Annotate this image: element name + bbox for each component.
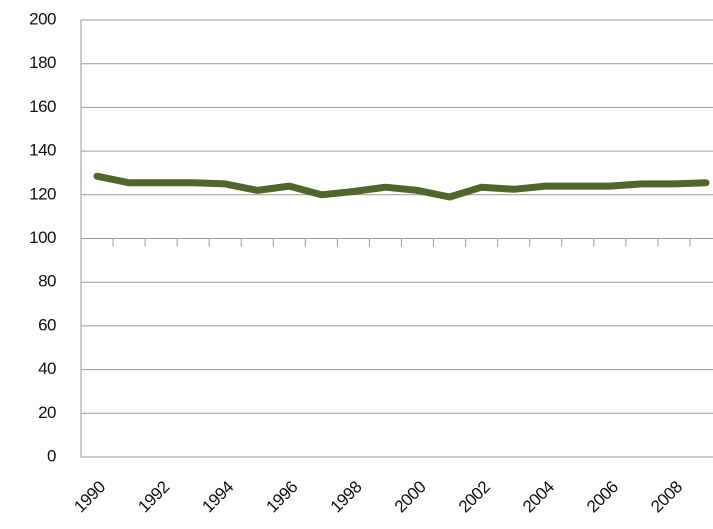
x-tick-label: 1996 [263,478,302,517]
y-tick-label: 140 [29,141,56,160]
y-tick-label: 20 [38,403,56,422]
x-tick-label: 2006 [583,478,622,517]
x-tick-label: 1990 [70,478,109,517]
x-tick-label: 2002 [455,478,494,517]
y-tick-label: 40 [38,359,56,378]
y-tick-label: 0 [47,446,56,465]
y-tick-label: 180 [29,53,56,72]
y-tick-label: 200 [29,9,56,28]
x-tick-label: 2000 [391,478,430,517]
y-tick-label: 120 [29,184,56,203]
data-line [93,172,710,201]
x-tick-label: 1998 [327,478,366,517]
y-tick-label: 160 [29,97,56,116]
x-tick-label: 2004 [519,478,558,517]
y-tick-label: 100 [29,228,56,247]
x-tick-label: 1992 [134,478,173,517]
x-tick-label: 2008 [647,478,686,517]
x-tick-label: 1994 [198,478,237,517]
y-tick-label: 60 [38,315,56,334]
y-tick-label: 80 [38,272,56,291]
